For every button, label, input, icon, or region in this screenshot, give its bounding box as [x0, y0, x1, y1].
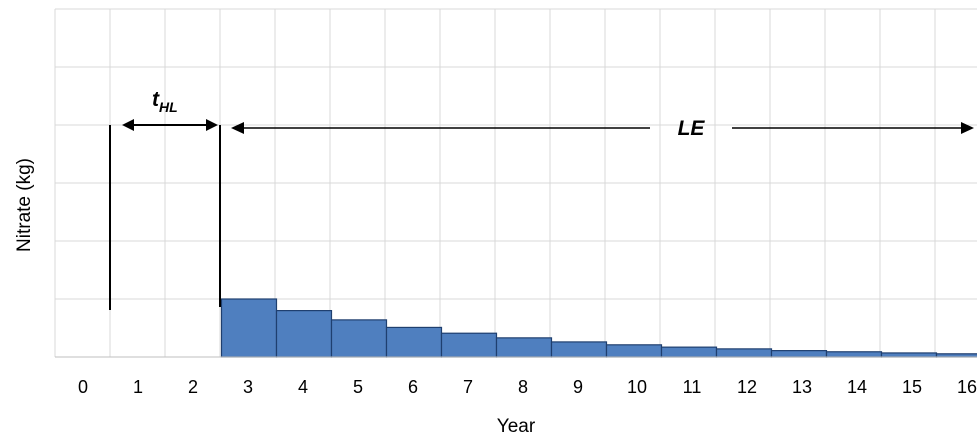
x-tick-label: 0 — [78, 377, 88, 397]
x-tick-label: 12 — [737, 377, 757, 397]
x-tick-label: 14 — [847, 377, 867, 397]
x-tick-label: 1 — [133, 377, 143, 397]
grid — [54, 8, 977, 358]
x-tick-label: 6 — [408, 377, 418, 397]
bar-year-14 — [825, 351, 883, 358]
bar-year-11 — [660, 346, 718, 358]
x-tick-label: 7 — [463, 377, 473, 397]
bar-year-10 — [605, 344, 663, 358]
x-tick-labels: 0 1 2 3 4 5 6 7 8 9 10 11 12 13 14 15 16 — [78, 377, 977, 397]
bar-year-5 — [330, 319, 388, 358]
x-tick-label: 11 — [683, 377, 702, 397]
thl-arrow-head-right — [206, 119, 218, 131]
bar-year-15 — [880, 352, 938, 358]
bar-year-9 — [550, 341, 608, 358]
x-tick-label: 4 — [298, 377, 308, 397]
le-arrow-head-left — [231, 122, 244, 134]
x-tick-label: 8 — [518, 377, 528, 397]
x-tick-label: 5 — [353, 377, 363, 397]
x-tick-label: 16 — [957, 377, 977, 397]
x-tick-label: 9 — [573, 377, 583, 397]
x-tick-label: 13 — [792, 377, 812, 397]
thl-label-sub: HL — [159, 99, 178, 115]
x-tick-label: 3 — [243, 377, 253, 397]
annotation-layer — [109, 119, 974, 310]
thl-arrow-head-left — [122, 119, 134, 131]
y-axis-title: Nitrate (kg) — [14, 158, 35, 252]
le-label: LE — [678, 117, 706, 140]
bar-year-4 — [275, 310, 333, 358]
x-tick-label: 10 — [627, 377, 647, 397]
bars — [220, 298, 977, 358]
x-tick-label: 15 — [902, 377, 922, 397]
bar-year-13 — [770, 350, 828, 358]
le-arrow-head-right — [961, 122, 974, 134]
bar-year-12 — [715, 348, 773, 358]
bar-year-7 — [440, 332, 498, 358]
bar-year-6 — [385, 326, 443, 358]
bar-year-3 — [220, 298, 278, 358]
thl-label: tHL — [152, 88, 178, 115]
bar-year-8 — [495, 337, 553, 358]
x-axis-title: Year — [497, 416, 536, 437]
thl-label-main: t — [152, 88, 160, 111]
x-tick-label: 2 — [188, 377, 198, 397]
